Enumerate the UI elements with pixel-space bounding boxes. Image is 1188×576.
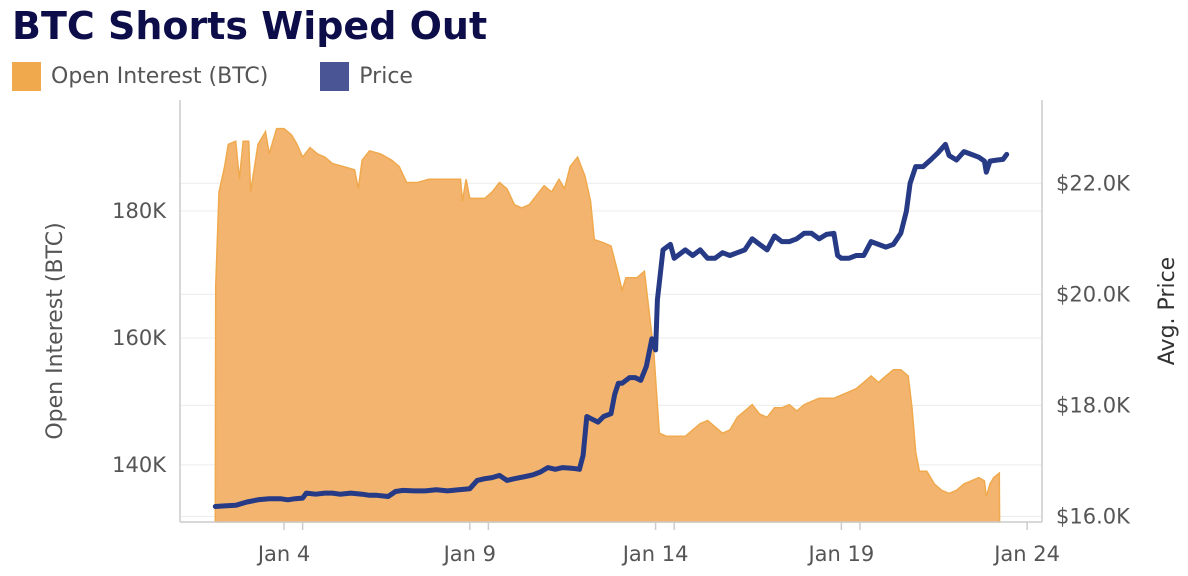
y-right-tick-label-2: $20.0K [1056,282,1131,306]
y-left-tick-label-2: 180K [112,199,167,223]
y-right-tick-label-1: $18.0K [1056,393,1131,417]
y-right-tick-label-3: $22.0K [1056,171,1131,195]
y-left-tick-label-1: 160K [112,326,167,350]
legend-label-open-interest: Open Interest (BTC) [51,63,269,89]
legend: Open Interest (BTC) Price [12,60,465,92]
legend-item-open-interest[interactable]: Open Interest (BTC) [12,61,269,91]
x-tick-label-3: Jan 19 [806,542,874,566]
chart-title: BTC Shorts Wiped Out [12,4,488,48]
legend-swatch-open-interest [12,61,41,91]
open-interest-area [214,127,1001,523]
axes [179,100,1043,530]
legend-label-price: Price [359,63,413,89]
x-tick-label-1: Jan 9 [442,542,496,566]
y-axis-right-title: Avg. Price [1155,257,1180,365]
tick-labels: Jan 4 Jan 9 Jan 14 Jan 19 Jan 24 140K 160K 180K… [112,171,1131,566]
y-left-tick-label-0: 140K [112,453,167,477]
price-line [212,141,1010,509]
x-tick-label-4: Jan 24 [992,542,1060,566]
y-right-tick-label-0: $16.0K [1056,504,1131,528]
legend-swatch-price [320,61,350,91]
y-axis-left-title: Open Interest (BTC) [43,222,68,439]
x-tick-label-2: Jan 14 [621,542,689,566]
x-tick-label-0: Jan 4 [256,542,310,566]
legend-item-price[interactable]: Price [320,61,413,91]
